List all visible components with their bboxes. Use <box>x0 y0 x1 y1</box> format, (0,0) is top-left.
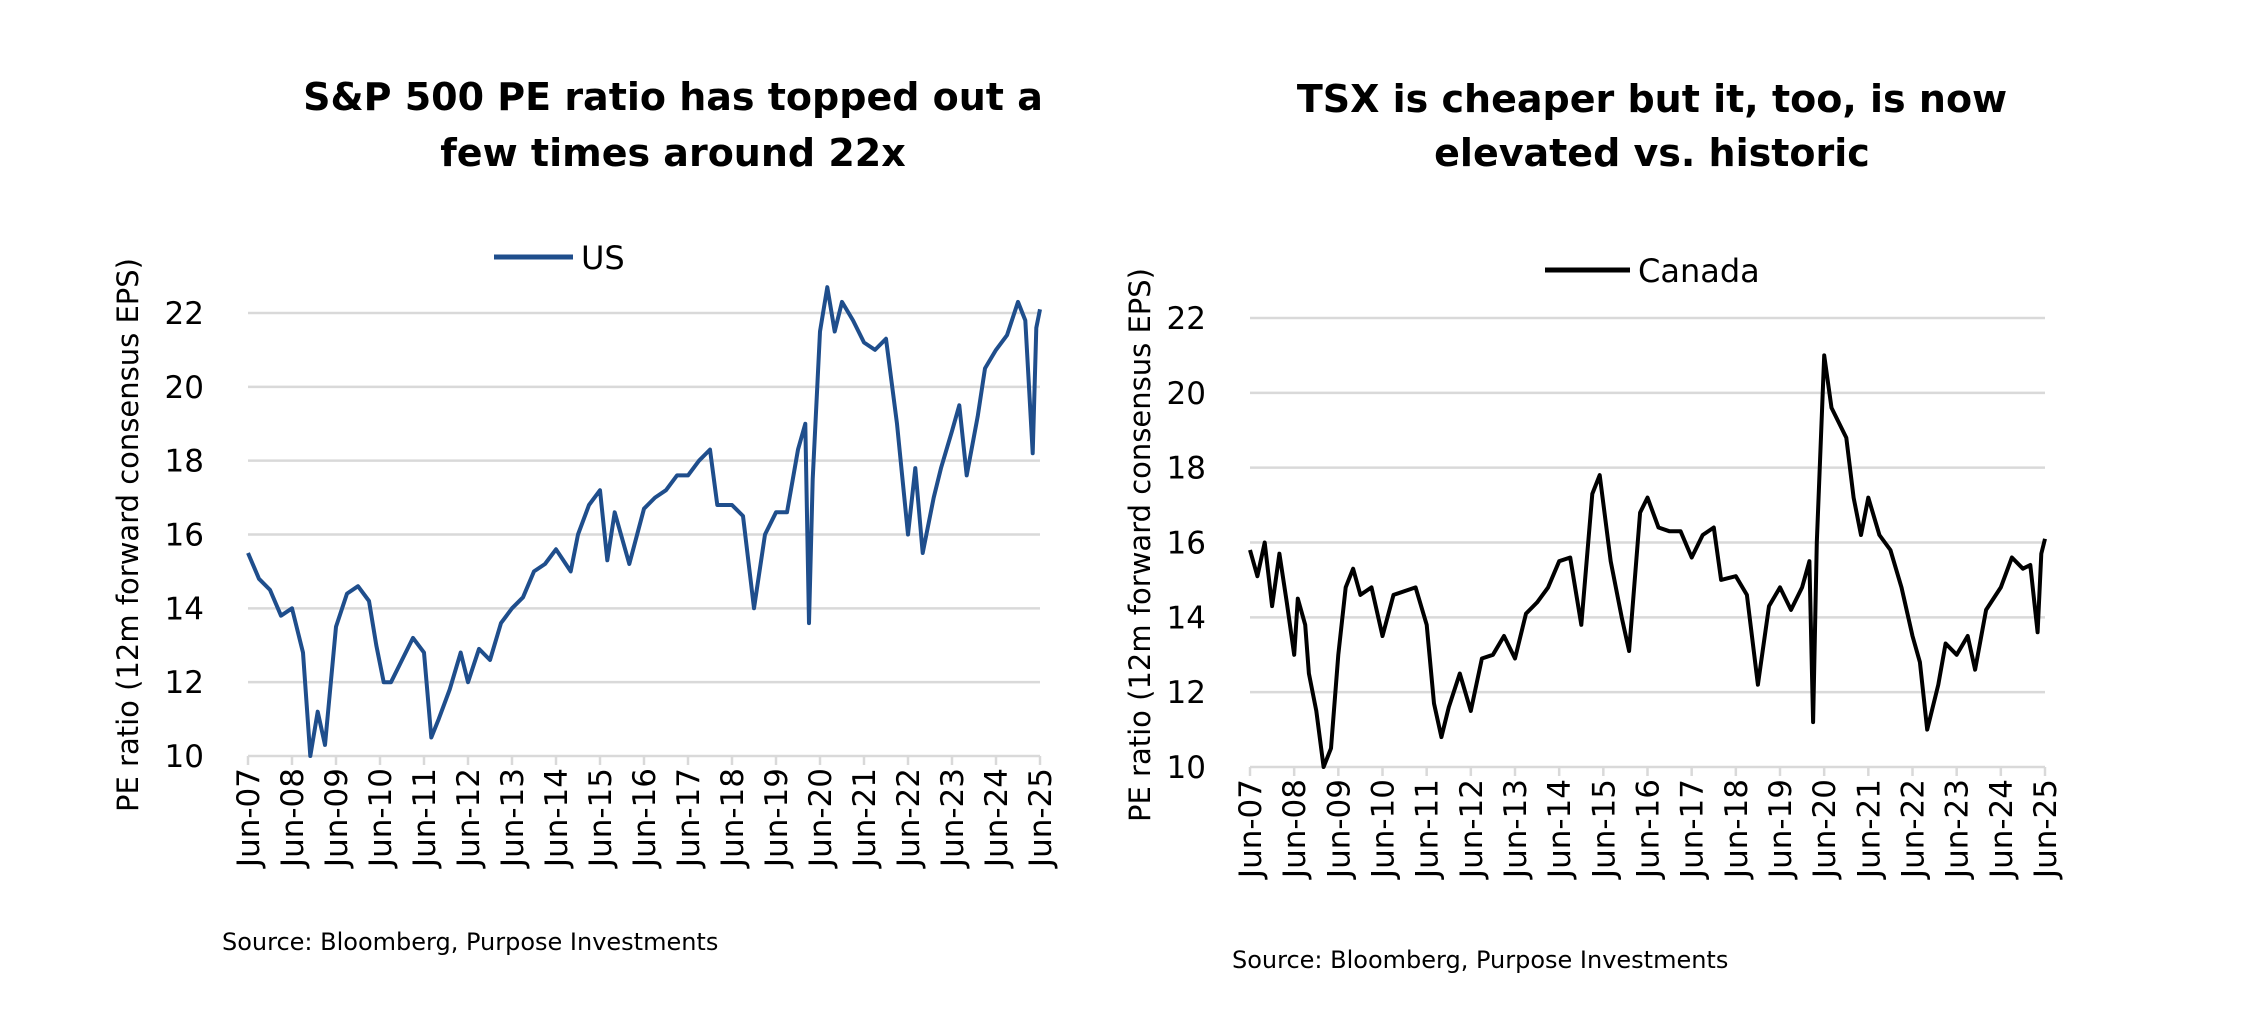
x-tick-label: Jun-21 <box>1851 779 1887 880</box>
legend-label-canada: Canada <box>1638 252 1760 290</box>
x-tick-label: Jun-11 <box>1410 779 1446 880</box>
y-tick-label: 10 <box>165 739 204 775</box>
source-note: Source: Bloomberg, Purpose Investments <box>1232 946 1728 974</box>
x-tick-label: Jun-15 <box>1586 779 1622 880</box>
y-tick-label: 14 <box>165 591 204 627</box>
x-tick-label: Jun-21 <box>847 768 883 869</box>
x-tick-label: Jun-17 <box>671 768 707 869</box>
x-tick-label: Jun-12 <box>451 768 487 869</box>
y-tick-label: 22 <box>1167 301 1206 337</box>
series-line-canada <box>1248 353 2047 769</box>
x-tick-label: Jun-11 <box>407 768 443 869</box>
x-tick-label: Jun-13 <box>495 768 531 869</box>
legend-label-us: US <box>581 239 625 277</box>
chart-title-line-2: elevated vs. historic <box>1434 131 1870 175</box>
x-tick-label: Jun-17 <box>1675 779 1711 880</box>
x-tick-label: Jun-23 <box>935 768 971 869</box>
x-tick-label: Jun-23 <box>1940 779 1976 880</box>
chart-title-line-2: few times around 22x <box>440 131 905 175</box>
x-tick-label: Jun-07 <box>1233 779 1269 880</box>
x-tick-label: Jun-13 <box>1498 779 1534 880</box>
y-tick-label: 12 <box>165 665 204 701</box>
x-tick-label: Jun-16 <box>1631 779 1667 880</box>
x-tick-label: Jun-20 <box>803 768 839 869</box>
y-tick-label: 12 <box>1167 675 1206 711</box>
y-tick-label: 16 <box>1167 526 1206 562</box>
x-tick-label: Jun-22 <box>891 768 927 869</box>
chart-title-line-1: TSX is cheaper but it, too, is now <box>1297 77 2007 121</box>
x-tick-label: Jun-19 <box>759 768 795 869</box>
x-tick-label: Jun-15 <box>583 768 619 869</box>
tsx-pe-chart: TSX is cheaper but it, too, is now eleva… <box>1123 77 2064 974</box>
x-tick-label: Jun-10 <box>1366 779 1402 880</box>
x-tick-label: Jun-18 <box>715 768 751 869</box>
y-tick-label: 18 <box>165 444 204 480</box>
series-line-us <box>246 285 1042 758</box>
y-axis-label: PE ratio (12m forward consensus EPS) <box>111 258 145 812</box>
x-tick-label: Jun-12 <box>1454 779 1490 880</box>
y-tick-label: 16 <box>165 518 204 554</box>
x-tick-label: Jun-25 <box>1023 768 1059 869</box>
x-tick-label: Jun-10 <box>363 768 399 869</box>
x-tick-label: Jun-07 <box>231 768 267 869</box>
x-tick-label: Jun-18 <box>1719 779 1755 880</box>
x-tick-label: Jun-24 <box>979 768 1015 869</box>
y-axis-label: PE ratio (12m forward consensus EPS) <box>1123 268 1157 822</box>
x-tick-label: Jun-14 <box>1542 779 1578 880</box>
us-pe-chart: S&P 500 PE ratio has topped out a few ti… <box>111 75 1059 956</box>
y-tick-label: 10 <box>1167 750 1206 786</box>
x-tick-label: Jun-09 <box>1321 779 1357 880</box>
y-tick-label: 18 <box>1167 451 1206 487</box>
y-tick-label: 14 <box>1167 600 1206 636</box>
y-tick-label: 22 <box>165 296 204 332</box>
source-note: Source: Bloomberg, Purpose Investments <box>222 928 718 956</box>
y-tick-label: 20 <box>165 370 204 406</box>
x-tick-label: Jun-09 <box>319 768 355 869</box>
x-tick-label: Jun-08 <box>1277 779 1313 880</box>
x-tick-label: Jun-20 <box>1807 779 1843 880</box>
chart-title-line-1: S&P 500 PE ratio has topped out a <box>303 75 1043 119</box>
x-tick-label: Jun-16 <box>627 768 663 869</box>
x-tick-label: Jun-24 <box>1984 779 2020 880</box>
x-tick-label: Jun-19 <box>1763 779 1799 880</box>
x-tick-label: Jun-25 <box>2028 779 2064 880</box>
x-tick-label: Jun-22 <box>1896 779 1932 880</box>
y-tick-label: 20 <box>1167 376 1206 412</box>
x-tick-label: Jun-08 <box>275 768 311 869</box>
x-tick-label: Jun-14 <box>539 768 575 869</box>
